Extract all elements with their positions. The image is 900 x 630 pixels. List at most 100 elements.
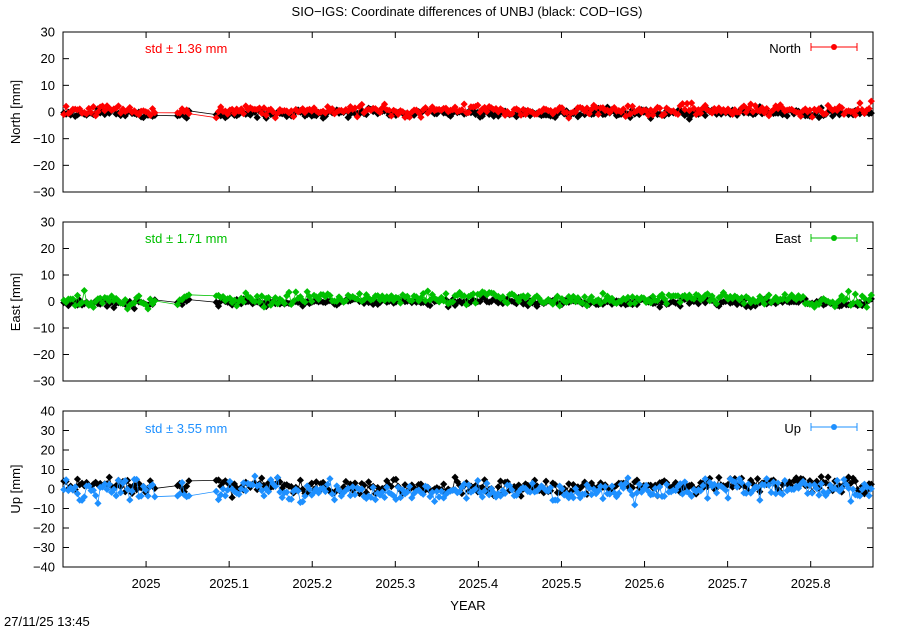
data-point-up [817, 473, 825, 481]
data-point-north [387, 112, 395, 120]
y-tick-label-up: 20 [41, 443, 55, 458]
x-tick-label: 2025.6 [625, 576, 665, 591]
data-point-up [69, 486, 77, 494]
data-point-east [471, 299, 480, 307]
data-point-north [62, 102, 70, 110]
data-point-east [628, 293, 637, 301]
data-point-east [849, 299, 857, 307]
data-point-east [778, 295, 787, 303]
data-point-up [378, 488, 386, 496]
data-point-east [217, 297, 225, 305]
data-point-up [110, 485, 118, 493]
data-point-north [319, 107, 327, 115]
data-point-north [701, 111, 709, 120]
data-point-north [571, 108, 580, 116]
data-point-up [578, 482, 587, 490]
data-point-up [599, 495, 607, 503]
data-point-up [308, 491, 316, 499]
data-point-up [819, 488, 828, 496]
data-point-north [865, 105, 873, 113]
data-point-up [223, 486, 232, 494]
data-point-east [656, 303, 664, 311]
data-point-east [314, 295, 323, 303]
data-point-east [228, 298, 236, 307]
data-point-east [840, 297, 848, 305]
data-point-up [399, 486, 407, 494]
y-tick-label-up: 30 [41, 423, 55, 438]
data-point-up [485, 491, 493, 499]
data-point-east [246, 294, 254, 302]
data-point-north [749, 108, 757, 116]
data-point-up [251, 479, 259, 487]
data-point-up [826, 481, 834, 489]
data-point-up [717, 482, 725, 490]
data-point-east [440, 297, 448, 305]
data-point-east [96, 294, 104, 302]
data-point-north [751, 110, 759, 118]
y-axis-label-north: North [mm] [8, 80, 23, 144]
data-point-up [851, 477, 859, 485]
y-tick-label-north: 30 [41, 25, 55, 40]
data-point-north [778, 104, 787, 112]
data-point-east [549, 300, 557, 308]
data-point-east [142, 300, 150, 309]
data-point-up [601, 483, 609, 491]
y-tick-label-east: 0 [48, 294, 55, 309]
data-point-east [767, 298, 775, 307]
data-point-east [292, 288, 300, 296]
data-point-up [669, 482, 678, 490]
data-point-up [533, 482, 541, 490]
data-point-east [719, 289, 728, 297]
data-point-up [151, 493, 159, 501]
data-point-east [123, 305, 132, 313]
data-point-up [139, 482, 148, 491]
data-point-north [594, 110, 602, 118]
data-point-north [772, 102, 780, 110]
data-point-east [301, 298, 309, 306]
data-point-up [549, 479, 557, 487]
data-point-up [487, 485, 496, 493]
data-point-up [806, 477, 814, 485]
y-ticks-east: 30 20 10 0 −10 −20 −30 [33, 215, 873, 389]
data-point-north [565, 114, 573, 122]
data-point-north [487, 104, 496, 112]
data-point-up [276, 488, 284, 496]
data-point-up [258, 474, 266, 482]
y-tick-label-east: −20 [33, 347, 55, 362]
data-point-north [517, 111, 525, 119]
data-point-north [608, 105, 616, 113]
data-point-up [107, 482, 116, 490]
data-point-east [785, 294, 794, 302]
data-point-north [485, 110, 493, 118]
data-point-up [112, 492, 120, 500]
data-point-up [849, 474, 857, 482]
data-point-north [854, 105, 862, 114]
data-point-up [185, 477, 193, 485]
y-tick-label-east: 10 [41, 268, 55, 283]
data-point-east [78, 298, 86, 306]
data-point-north [289, 113, 298, 121]
data-point-east [110, 304, 118, 312]
data-point-up [672, 478, 680, 487]
data-point-east [765, 291, 773, 299]
data-point-up [794, 479, 803, 487]
data-point-up [121, 488, 129, 496]
data-point-up [376, 491, 384, 499]
data-point-up [228, 485, 236, 493]
data-point-east [831, 303, 839, 311]
data-point-north [624, 102, 632, 110]
data-point-up [822, 491, 830, 500]
data-point-east [817, 296, 825, 304]
data-point-east [715, 302, 723, 310]
data-point-up [374, 489, 382, 497]
data-point-east [130, 305, 138, 313]
data-point-up [89, 486, 97, 494]
data-point-up [478, 483, 486, 491]
data-point-east [553, 292, 562, 300]
data-point-east [426, 296, 434, 304]
data-point-east [551, 296, 559, 304]
data-point-north [558, 104, 566, 112]
data-point-up [133, 475, 141, 484]
data-point-up [526, 488, 534, 496]
data-point-north [267, 105, 275, 113]
